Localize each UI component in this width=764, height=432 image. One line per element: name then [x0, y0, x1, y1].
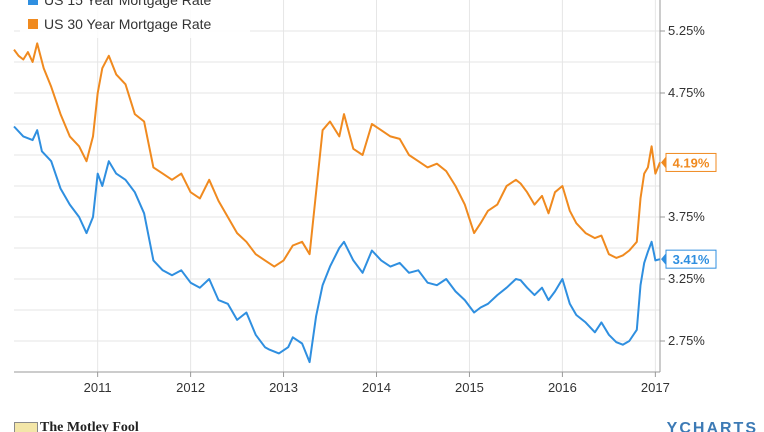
legend: US 15 Year Mortgage Rate US 30 Year Mortg…: [20, 0, 250, 38]
x-tick-label: 2016: [548, 380, 577, 395]
x-tick-label: 2014: [362, 380, 391, 395]
footer-brand: YCHARTS: [666, 420, 758, 432]
legend-swatch: [28, 0, 38, 5]
motley-fool-logo-icon: [14, 422, 38, 432]
y-tick-label: 3.75%: [668, 209, 705, 224]
legend-swatch: [28, 19, 38, 29]
legend-label: US 30 Year Mortgage Rate: [44, 16, 212, 32]
end-label-value: 3.41%: [673, 252, 710, 267]
series-line-us-30-year: [13, 42, 661, 268]
end-label-pointer: [661, 253, 666, 266]
y-tick-label: 3.25%: [668, 271, 705, 286]
x-tick-label: 2013: [269, 380, 298, 395]
series-layer: [13, 42, 661, 364]
end-label-pointer: [661, 156, 666, 169]
end-label-box: [665, 152, 717, 172]
y-axis-ticks: 5.25% 4.75% 3.75% 3.25% 2.75%: [660, 23, 705, 348]
footer-logo-text: The Motley Fool: [40, 420, 139, 432]
x-tick-label: 2017: [641, 380, 670, 395]
y-tick-label: 5.25%: [668, 23, 705, 38]
legend-background: [20, 0, 250, 38]
y-tick-label: 2.75%: [668, 333, 705, 348]
legend-label: US 15 Year Mortgage Rate: [44, 0, 212, 8]
x-axis-ticks: 2011 2012 2013 2014 2015 2016 2017: [84, 372, 670, 395]
x-tick-label: 2011: [84, 380, 112, 395]
footer: The Motley Fool YCHARTS: [0, 418, 764, 432]
x-tick-label: 2012: [176, 380, 205, 395]
y-tick-label: 4.75%: [668, 85, 705, 100]
end-label-value: 4.19%: [673, 155, 710, 170]
series-line-us-15-year: [13, 125, 661, 364]
x-tick-label: 2015: [455, 380, 484, 395]
end-labels: 3.41% 4.19%: [661, 152, 717, 269]
end-label-box: [665, 249, 717, 269]
